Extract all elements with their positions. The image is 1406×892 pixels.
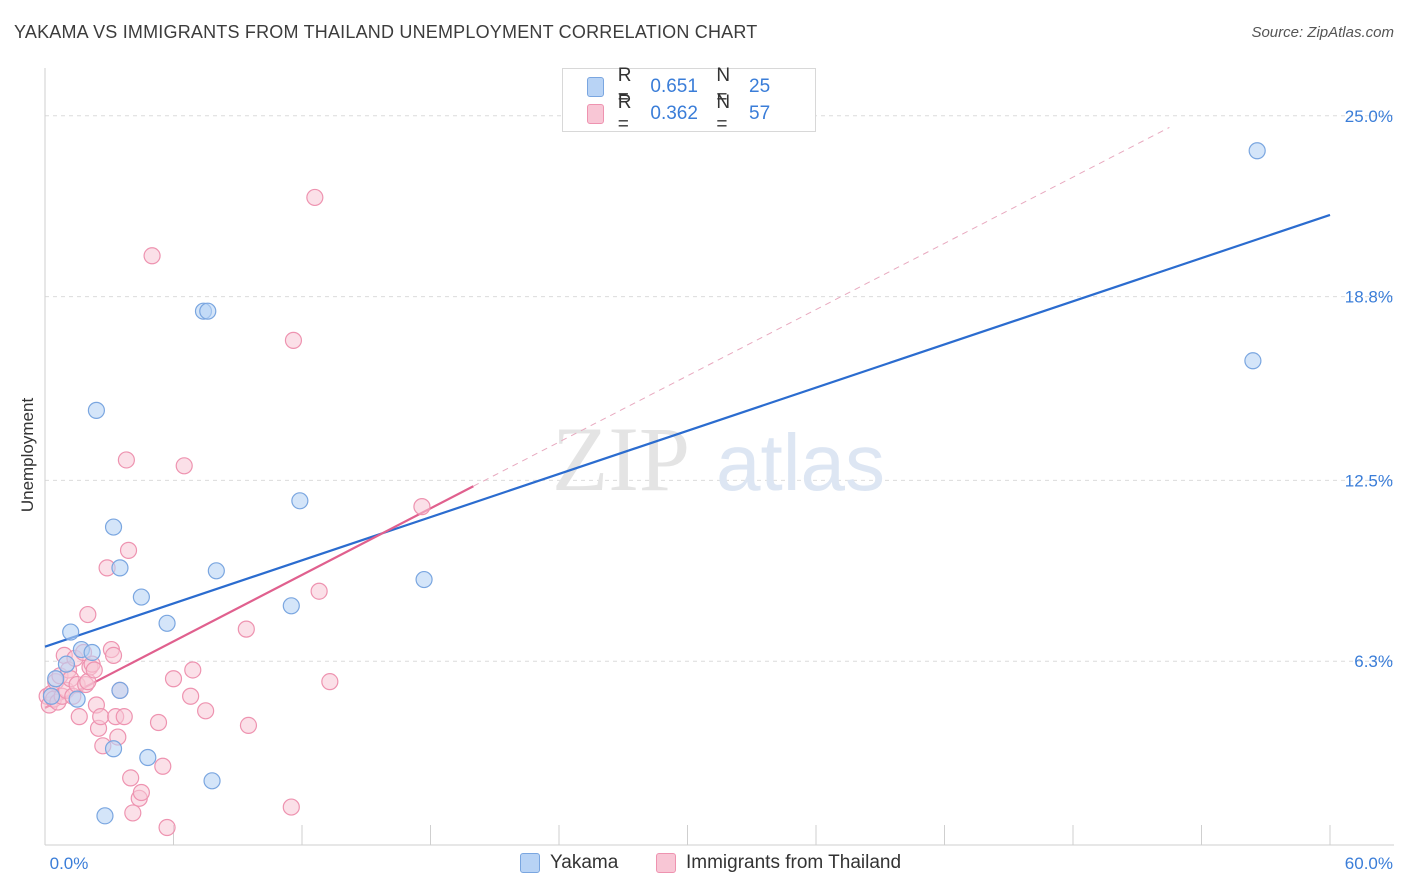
thailand-point [143, 247, 161, 265]
thailand-point [237, 620, 255, 638]
yakama-point [415, 570, 433, 589]
yakama-point [104, 518, 123, 536]
legend-n-value: 25 [749, 76, 771, 97]
yakama-point [111, 559, 129, 577]
yakama-point [47, 670, 65, 688]
thailand-point [158, 818, 176, 837]
thailand-point [79, 605, 97, 624]
thailand-point [154, 757, 172, 775]
yakama-point [132, 588, 150, 606]
yakama-point [62, 623, 80, 641]
y-tick-label: 18.8% [1345, 288, 1393, 307]
legend-n-value: 57 [749, 103, 771, 124]
legend-r-value: 0.651 [650, 76, 698, 97]
thailand-point [164, 670, 183, 688]
thailand-point [413, 498, 431, 516]
tick-labels: 6.3% 12.5% 18.8% 25.0% 0.0% 60.0% [50, 107, 1393, 873]
watermark-atlas: atlas [716, 418, 885, 507]
thailand-point [184, 661, 202, 679]
yakama-point [96, 807, 114, 825]
yakama-point [158, 614, 176, 632]
legend: R = 0.651 N = 25 R = 0.362 N = 57 [562, 65, 816, 135]
legend-r-label: R = [617, 92, 632, 135]
y-tick-label: 25.0% [1345, 107, 1393, 126]
bottom-legend-swatch-yakama [520, 853, 540, 873]
x-tick-label: 0.0% [50, 854, 89, 873]
bottom-legend-thailand: Immigrants from Thailand [656, 852, 901, 874]
legend-swatch-yakama [587, 77, 604, 97]
bottom-legend-swatch-thailand [656, 853, 676, 873]
legend-row-yakama: R = 0.651 N = 25 [587, 65, 815, 108]
watermark-zip: ZIP [552, 408, 690, 510]
yakama-point [57, 655, 76, 673]
yakama-point [291, 492, 309, 510]
thailand-point [132, 783, 150, 802]
yakama-point [1248, 142, 1266, 160]
legend-n-label: N = [716, 65, 731, 108]
thailand-point [149, 713, 168, 732]
thailand-point [282, 798, 300, 816]
thailand-point [310, 582, 328, 600]
thailand-point [104, 646, 123, 664]
legend-n-label: N = [716, 92, 731, 135]
thailand-point [92, 708, 110, 726]
legend-r-value: 0.362 [650, 103, 698, 124]
yakama-point [68, 690, 86, 708]
thailand-point [239, 716, 258, 735]
legend-row-thailand: R = 0.362 N = 57 [587, 92, 815, 135]
yakama-point [207, 562, 225, 580]
thailand-trend-extension [473, 126, 1170, 487]
bottom-legend-label-yakama: Yakama [550, 852, 619, 873]
yakama-point [203, 772, 221, 790]
yakama-point [282, 597, 300, 615]
thailand-point [122, 769, 140, 787]
thailand-point [284, 331, 303, 349]
thailand-trend-line [44, 485, 474, 709]
chart-title: YAKAMA VS IMMIGRANTS FROM THAILAND UNEMP… [14, 22, 758, 42]
thailand-point [119, 541, 138, 559]
yakama-point [42, 687, 61, 705]
thailand-point [124, 804, 142, 822]
y-tick-label: 12.5% [1345, 471, 1393, 490]
axes [44, 68, 1394, 846]
thailand-point [321, 673, 339, 691]
trend-lines [44, 126, 1331, 709]
thailand-point [197, 702, 215, 720]
thailand-point [115, 708, 133, 726]
thailand-point [182, 687, 200, 705]
legend-swatch-thailand [587, 104, 604, 124]
yakama-point [139, 748, 157, 767]
bottom-legend-label-thailand: Immigrants from Thailand [686, 852, 902, 873]
thailand-point [85, 661, 103, 679]
thailand-point [306, 188, 324, 207]
yakama-point [104, 740, 123, 758]
bottom-legend-yakama: Yakama [520, 852, 618, 874]
yakama-point [1244, 352, 1262, 370]
thailand-point [117, 451, 135, 469]
legend-r-label: R = [617, 65, 632, 108]
y-tick-label: 6.3% [1354, 652, 1393, 671]
yakama-point [87, 401, 106, 419]
yakama-point [199, 302, 217, 320]
x-tick-label: 60.0% [1345, 854, 1393, 873]
source-label: Source: ZipAtlas.com [1251, 24, 1394, 41]
yakama-point [83, 643, 101, 662]
data-points [38, 142, 1266, 837]
thailand-point [70, 708, 88, 726]
thailand-point [175, 457, 193, 475]
yakama-trend-line [44, 213, 1331, 648]
yakama-point [111, 681, 129, 700]
